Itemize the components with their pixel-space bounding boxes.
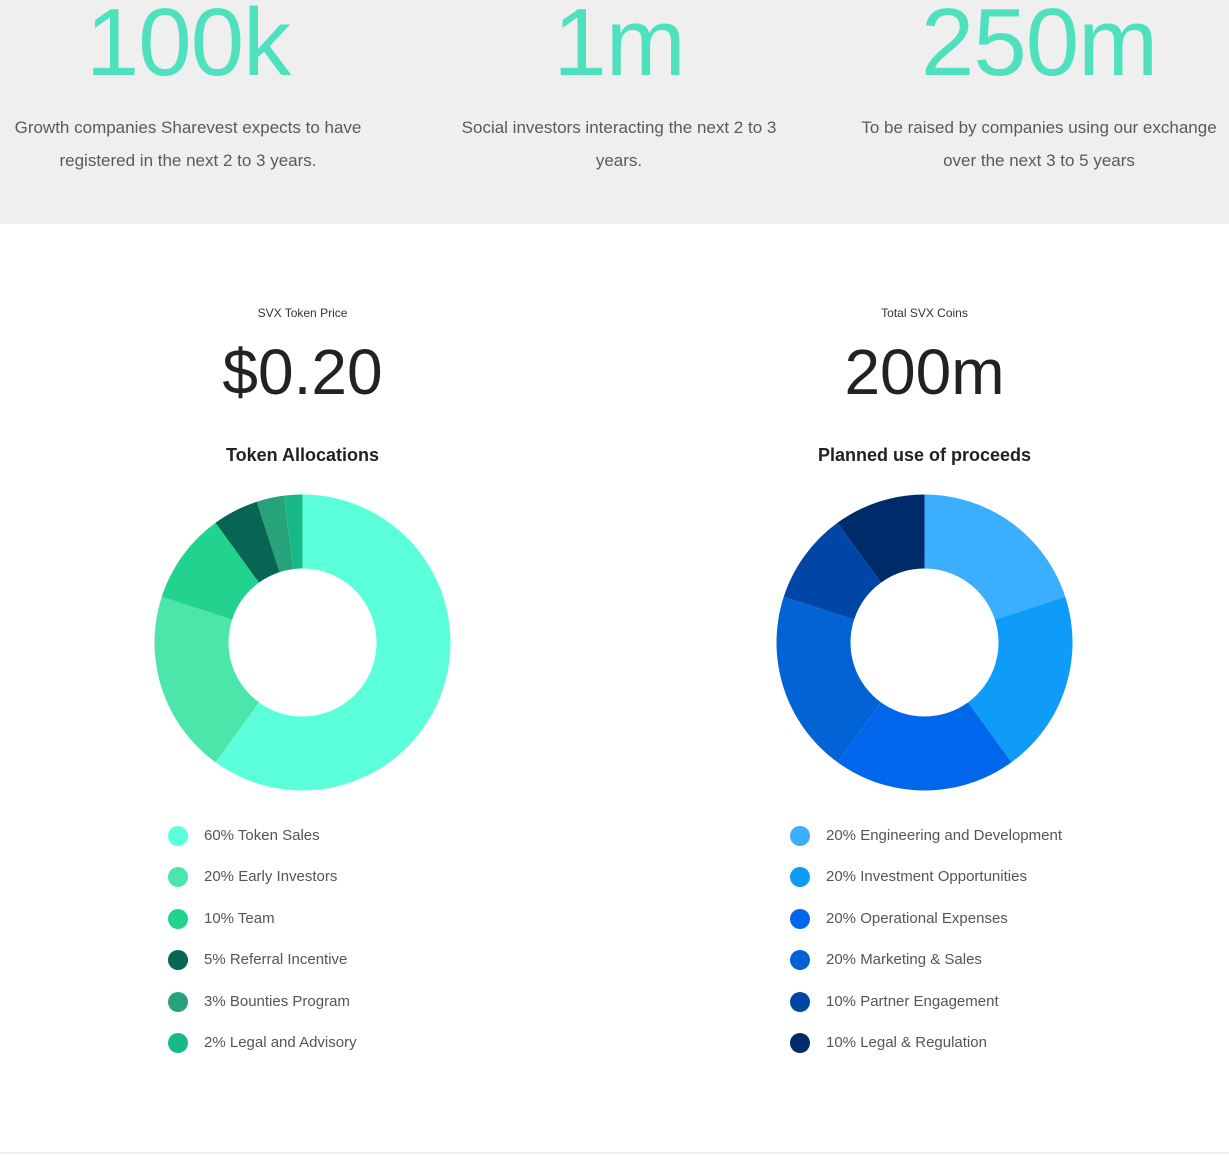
legend-item[interactable]: 3% Bounties Program (168, 987, 508, 1028)
legend-label: 20% Marketing & Sales (826, 951, 982, 969)
legend-swatch-icon (168, 1032, 188, 1053)
token-price-label: SVX Token Price (257, 306, 348, 320)
legend-label: 3% Bounties Program (204, 992, 350, 1010)
stat-description-line: over the next 3 to 5 years (943, 151, 1135, 170)
stat-value: 1m (553, 0, 685, 96)
legend-label: 60% Token Sales (204, 827, 320, 844)
stat-description: To be raised by companies using our exch… (844, 111, 1229, 177)
legend-label: 20% Investment Opportunities (826, 868, 1027, 886)
stat-description-line: years. (595, 151, 643, 170)
legend-item[interactable]: 20% Investment Opportunities (790, 862, 1130, 903)
total-coins-label: Total SVX Coins (881, 306, 968, 320)
donut-slice-marketing-sales[interactable] (776, 596, 882, 763)
legend-label: 5% Referral Incentive (204, 951, 348, 969)
planned-proceeds-donut-chart (776, 494, 1073, 791)
legend-swatch-icon (790, 991, 810, 1012)
legend-label: 2% Legal and Advisory (204, 1033, 357, 1051)
donut-slice-operational-expenses[interactable] (837, 702, 1012, 791)
token-allocations-legend: 60% Token Sales 20% Early Investors 10% Te… (168, 821, 508, 1069)
donut-slice-team[interactable] (161, 522, 260, 620)
chart-title: Planned use of proceeds (817, 445, 1032, 465)
legend-item[interactable]: 10% Partner Engagement (790, 987, 1130, 1028)
legend-item[interactable]: 20% Engineering and Development (790, 821, 1130, 862)
donut-slice-bounties-program[interactable] (256, 495, 294, 573)
legend-label: 20% Early Investors (204, 868, 338, 886)
stat-description-line: Growth companies Sharevest expects to ha… (14, 118, 362, 137)
stat-value: 100k (85, 0, 291, 96)
legend-item[interactable]: 2% Legal and Advisory (168, 1028, 508, 1069)
stat-description-line: registered in the next 2 to 3 years. (59, 151, 317, 170)
legend-swatch-icon (790, 950, 810, 971)
legend-label: 20% Engineering and Development (826, 827, 1062, 844)
donut-slice-engineering-and-development[interactable] (924, 494, 1066, 620)
donut-slice-investment-opportunities[interactable] (967, 596, 1073, 763)
token-allocations-donut-chart (154, 494, 451, 791)
legend-swatch-icon (790, 867, 810, 888)
stat-value: 250m (920, 0, 1158, 96)
chart-title: Token Allocations (225, 445, 380, 465)
legend-swatch-icon (168, 950, 188, 971)
legend-label: 20% Operational Expenses (826, 909, 1008, 927)
bottom-divider (0, 1152, 1229, 1154)
donut-slice-legal-and-advisory[interactable] (283, 494, 303, 570)
legend-swatch-icon (790, 1032, 810, 1053)
legend-item[interactable]: 10% Legal & Regulation (790, 1028, 1130, 1069)
legend-swatch-icon (168, 826, 188, 846)
legend-swatch-icon (790, 826, 810, 846)
legend-swatch-icon (168, 867, 188, 888)
legend-item[interactable]: 20% Marketing & Sales (790, 945, 1130, 986)
stat-description-line: Social investors interacting the next 2 … (461, 118, 777, 137)
legend-item[interactable]: 10% Team (168, 904, 508, 945)
stat-description-line: To be raised by companies using our exch… (861, 118, 1217, 137)
donut-slice-partner-engagement[interactable] (783, 522, 882, 620)
legend-swatch-icon (168, 991, 188, 1012)
total-coins-value: 200m (844, 336, 1005, 408)
legend-item[interactable]: 5% Referral Incentive (168, 945, 508, 986)
legend-item[interactable]: 60% Token Sales (168, 821, 508, 862)
legend-item[interactable]: 20% Early Investors (168, 862, 508, 903)
stat-description: Social investors interacting the next 2 … (438, 111, 800, 177)
stat-description: Growth companies Sharevest expects to ha… (0, 111, 376, 177)
legend-item[interactable]: 20% Operational Expenses (790, 904, 1130, 945)
token-price-value: $0.20 (222, 336, 383, 408)
planned-proceeds-legend: 20% Engineering and Development 20% Inves… (790, 821, 1130, 1069)
donut-slice-early-investors[interactable] (154, 596, 260, 763)
legend-swatch-icon (790, 908, 810, 929)
donut-slice-legal-regulation[interactable] (837, 494, 925, 583)
stats-band: 100k Growth companies Sharevest expects … (0, 0, 1229, 224)
donut-slice-token-sales[interactable] (215, 494, 451, 791)
donut-slice-referral-incentive[interactable] (215, 501, 280, 583)
legend-swatch-icon (168, 908, 188, 929)
legend-label: 10% Legal & Regulation (826, 1033, 987, 1051)
legend-label: 10% Partner Engagement (826, 992, 999, 1010)
legend-label: 10% Team (204, 909, 275, 927)
